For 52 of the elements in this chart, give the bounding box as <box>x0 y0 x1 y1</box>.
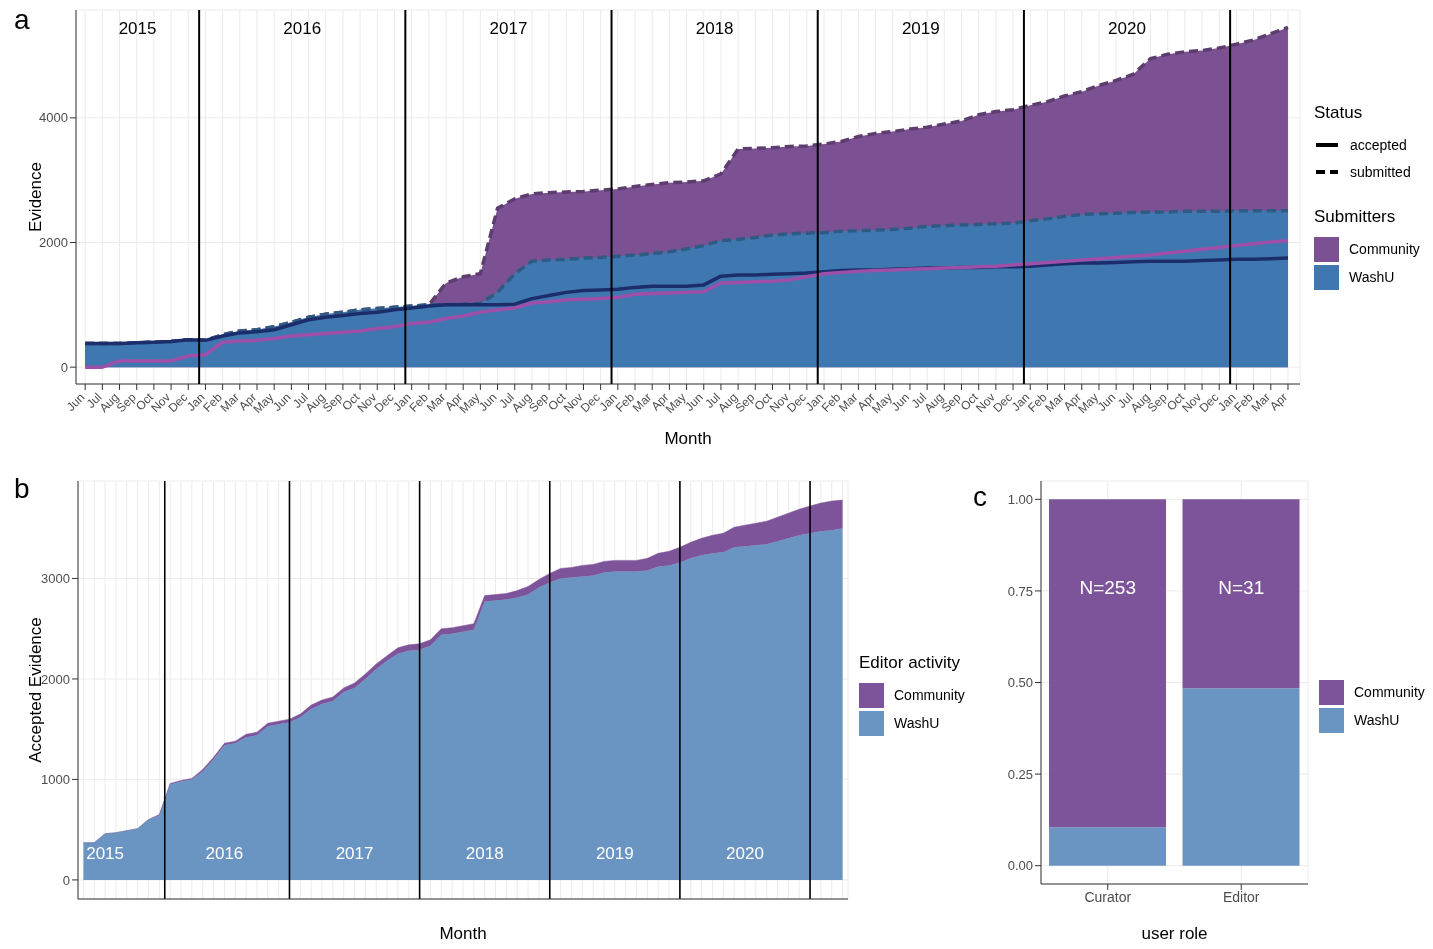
x-tick-label: 2020 <box>726 844 764 863</box>
x-tick-label: 2019 <box>595 844 634 863</box>
y-tick-label: 2000 <box>41 671 70 687</box>
x-tick-label: Curator <box>1084 888 1132 905</box>
legend-label: Community <box>1353 683 1425 702</box>
text: c <box>973 481 987 513</box>
annotation: 2020 <box>1108 19 1146 38</box>
y-tick-label: 0.00 <box>1007 858 1033 874</box>
annotation: N=31 <box>1218 577 1265 599</box>
x-axis-title: user role <box>1141 924 1208 943</box>
y-tick-label: 0.75 <box>1007 583 1033 599</box>
annotation: 2017 <box>489 19 528 38</box>
y-tick-label: 2000 <box>39 235 68 251</box>
legend-label: WashU <box>1348 268 1396 287</box>
annotation: 2019 <box>901 19 940 38</box>
x-tick-label: Editor <box>1222 888 1260 905</box>
bar <box>1049 499 1167 828</box>
legend-label: WashU <box>1353 711 1401 730</box>
bar <box>1182 499 1300 689</box>
legend-label: Community <box>1348 240 1420 259</box>
annotation: N=253 <box>1079 577 1137 599</box>
x-tick-label: 2017 <box>335 844 374 863</box>
y-tick-label: 0 <box>62 872 70 888</box>
text: a <box>14 4 30 36</box>
line-series <box>83 238 1290 369</box>
y-tick-label: 4000 <box>39 110 68 126</box>
annotation: 2016 <box>283 19 322 38</box>
legend-title: Editor activity <box>859 653 962 673</box>
y-tick-label: 0.50 <box>1007 675 1033 691</box>
y-tick-label: 3000 <box>41 571 70 587</box>
y-axis-title: Evidence <box>26 162 46 232</box>
y-tick-label: 1000 <box>41 772 70 788</box>
x-tick-label: 2016 <box>205 844 244 863</box>
x-axis-title: Month <box>664 429 712 448</box>
annotation: 2015 <box>118 19 157 38</box>
x-tick-label: 2015 <box>86 844 125 863</box>
y-tick-label: 0.25 <box>1007 766 1033 782</box>
text: Status <box>1314 103 1364 123</box>
bar <box>1182 688 1300 866</box>
text: b <box>14 473 30 505</box>
y-tick-label: 1.00 <box>1007 491 1033 507</box>
legend-label: WashU <box>893 714 941 733</box>
text: accepted <box>1349 135 1408 155</box>
x-axis-title: Month <box>439 924 487 943</box>
y-tick-label: 0 <box>60 359 68 375</box>
legend-title: Submitters <box>1314 207 1397 227</box>
legend-label: Community <box>893 686 965 705</box>
annotation: 2018 <box>695 19 734 38</box>
x-tick-label: 2018 <box>465 844 504 863</box>
text: submitted <box>1349 162 1412 182</box>
x-tick-label: Jun <box>63 390 88 414</box>
bar <box>1049 827 1167 866</box>
